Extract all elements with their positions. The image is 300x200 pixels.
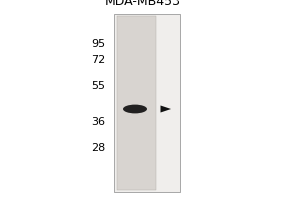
Bar — [114, 14, 180, 192]
Text: 36: 36 — [91, 117, 105, 127]
Polygon shape — [160, 105, 171, 113]
Text: 95: 95 — [91, 39, 105, 49]
Bar — [117, 16, 156, 190]
Text: MDA-MB453: MDA-MB453 — [105, 0, 181, 8]
Ellipse shape — [123, 105, 147, 113]
Text: 72: 72 — [91, 55, 105, 65]
Text: 28: 28 — [91, 143, 105, 153]
Text: 55: 55 — [91, 81, 105, 91]
